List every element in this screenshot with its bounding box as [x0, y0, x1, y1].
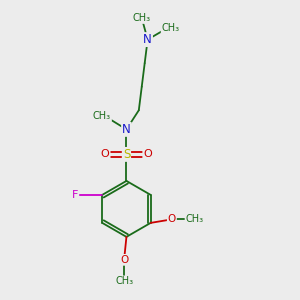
Text: CH₃: CH₃	[161, 23, 180, 33]
Text: N: N	[122, 123, 131, 136]
Text: CH₃: CH₃	[93, 111, 111, 121]
Text: O: O	[168, 214, 176, 224]
Text: N: N	[143, 33, 152, 46]
Text: F: F	[72, 190, 78, 200]
Text: O: O	[143, 149, 152, 159]
Text: CH₃: CH₃	[115, 276, 133, 286]
Text: O: O	[101, 149, 110, 159]
Text: CH₃: CH₃	[185, 214, 204, 224]
Text: CH₃: CH₃	[133, 13, 151, 23]
Text: O: O	[120, 255, 128, 265]
Text: S: S	[123, 148, 130, 161]
